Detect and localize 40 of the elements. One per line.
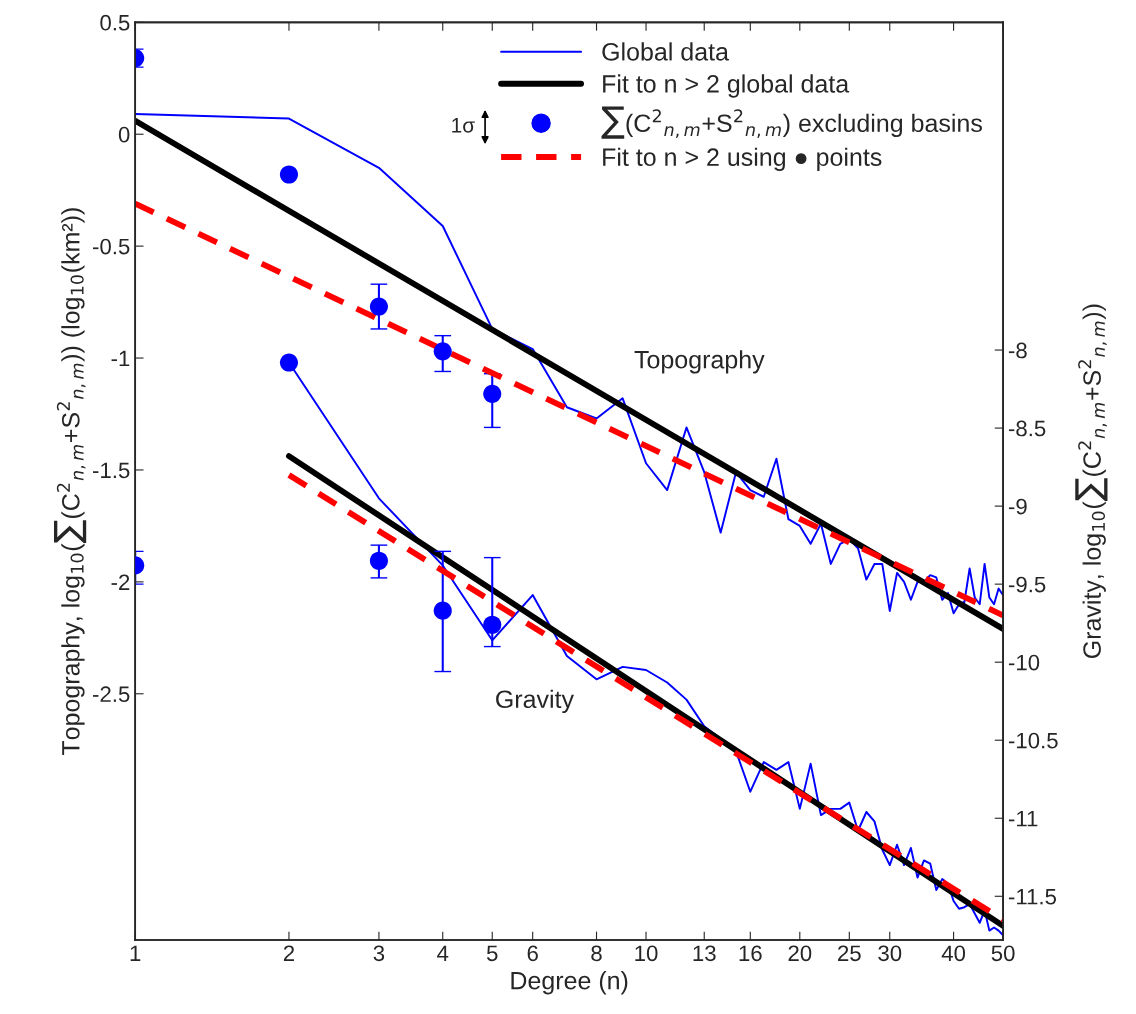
text: Topography, log$_{10}$(∑(C$^{2}$$_{n,m}$+S$^{2}$$_{n,m}$)) (log$_{10}$(km²)) [53,208,87,756]
x-tick-label: 1 [130,945,141,961]
y2-tick-label: -9.5 [1008,576,1046,593]
x-tick-label: 5 [486,945,498,962]
y2-tick-label: -10 [1008,654,1040,671]
y-tick-label: -1 [111,350,130,367]
x-tick-label: 16 [739,945,762,962]
x-tick-label: 20 [788,945,812,962]
annotation: Topography [634,350,765,374]
y2-tick-label: -8 [1008,342,1027,359]
annotation: Gravity [496,689,574,714]
y2-tick-label: -11 [1008,811,1038,827]
x-tick-label: 40 [941,945,966,962]
text: Gravity, log$_{10}$(∑(C$^{2}$$_{n,m}$+S$^{2}$$_{n,m}$)) [1075,304,1108,659]
x-tick-label: 4 [437,945,449,961]
y-tick-label: -0.5 [93,238,130,255]
y-tick-label: -2.5 [93,686,130,703]
legend-label: Fit to n > 2 global data [603,74,850,98]
legend-label: Global data [602,42,729,61]
y-tick-label: 0.5 [100,14,130,31]
y2-tick-label: -8.5 [1008,420,1046,437]
x-tick-label: 2 [283,945,295,961]
y2-tick-label: -9 [1008,498,1027,515]
y2-tick-label: -10.5 [1008,732,1058,749]
y-tick-label: -2 [111,574,130,590]
legend-label: Fit to n > 2 using ● points [603,147,882,171]
x-tick-label: 10 [635,945,658,962]
x-tick-label: 6 [527,945,538,962]
x-tick-label: 13 [693,945,716,962]
y2-tick-label: -11.5 [1008,889,1057,905]
x-tick-label: 8 [591,945,602,962]
legend-label: ∑(C$^{2}$$_{n,m}$+S$^{2}$$_{n,m}$) excluding basins [601,106,982,139]
y-tick-label: 0 [118,126,130,143]
annotation: 1σ [452,118,475,133]
x-tick-label: 30 [878,945,902,962]
x-axis-title: Degree (n) [511,971,628,995]
x-tick-label: 3 [373,945,385,962]
y-tick-label: -1.5 [93,462,130,479]
x-tick-label: 25 [838,945,861,962]
x-tick-label: 50 [991,945,1015,962]
